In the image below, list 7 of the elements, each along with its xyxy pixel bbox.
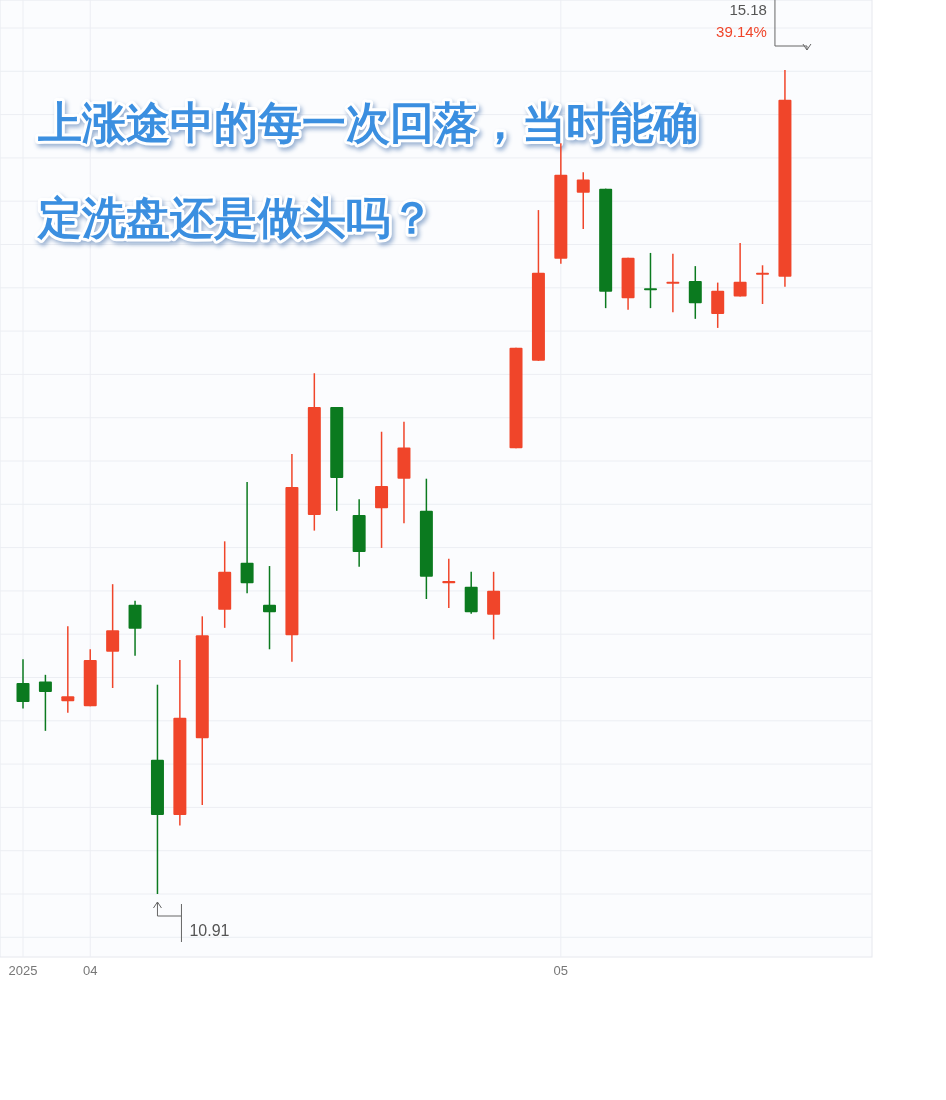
x-tick-label: 04: [83, 963, 98, 978]
text: 15.18: [729, 1, 767, 18]
x-tick-label: 2025: [8, 963, 38, 978]
text: 上涨途中的每一次回落，当时能确定洗盘还是做头吗？: [37, 98, 698, 242]
text: 39.14%: [716, 23, 767, 40]
text: 10.91: [189, 922, 230, 939]
x-tick-label: 05: [553, 963, 569, 978]
